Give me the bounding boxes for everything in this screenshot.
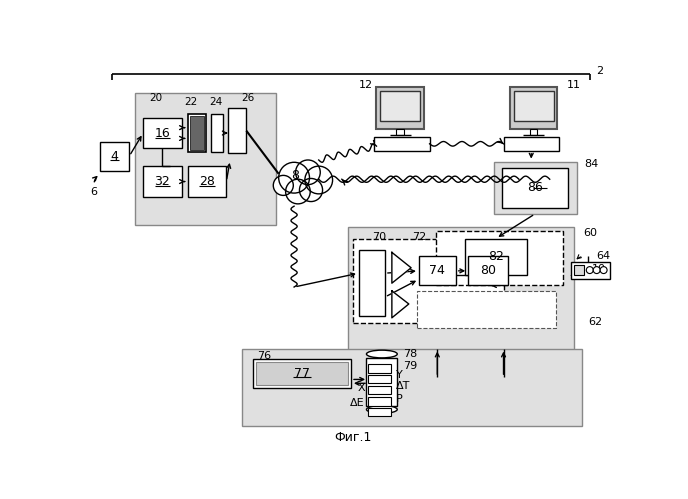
Bar: [190, 116, 204, 150]
Text: 20: 20: [149, 93, 162, 103]
Bar: [436, 231, 563, 285]
Polygon shape: [392, 291, 409, 318]
Bar: [100, 142, 129, 171]
Bar: [143, 118, 182, 148]
Text: Y: Y: [396, 370, 402, 380]
Bar: [255, 362, 348, 385]
Text: 32: 32: [155, 175, 171, 188]
Bar: [368, 364, 391, 372]
Bar: [354, 239, 504, 323]
Bar: [241, 349, 582, 426]
Text: 60: 60: [583, 228, 596, 238]
Text: ΔE: ΔE: [350, 398, 365, 408]
Bar: [493, 162, 577, 214]
Text: 8: 8: [292, 169, 299, 182]
Bar: [419, 256, 455, 285]
Circle shape: [299, 179, 323, 202]
Bar: [188, 114, 206, 152]
Text: 10: 10: [592, 264, 606, 274]
Text: 77: 77: [294, 367, 310, 380]
Bar: [504, 137, 559, 151]
Bar: [396, 129, 404, 135]
Bar: [252, 359, 351, 388]
Bar: [574, 264, 584, 275]
Text: 74: 74: [429, 264, 445, 277]
Bar: [368, 386, 391, 394]
Bar: [380, 91, 420, 121]
Bar: [513, 91, 554, 121]
Text: 76: 76: [257, 351, 271, 361]
Bar: [136, 93, 276, 226]
Bar: [367, 358, 397, 406]
Text: 82: 82: [488, 250, 504, 263]
Bar: [228, 108, 246, 153]
Bar: [376, 87, 424, 129]
Text: 64: 64: [596, 251, 610, 261]
Circle shape: [286, 179, 310, 204]
Bar: [502, 168, 568, 208]
Text: ΔT: ΔT: [396, 381, 410, 391]
Ellipse shape: [367, 350, 397, 358]
Bar: [358, 250, 385, 315]
Text: 84: 84: [584, 159, 599, 169]
Bar: [368, 408, 391, 416]
Bar: [418, 291, 556, 328]
Text: 22: 22: [184, 97, 197, 107]
Text: 6: 6: [90, 187, 98, 197]
Bar: [348, 227, 574, 377]
Bar: [571, 261, 610, 278]
Bar: [188, 166, 226, 197]
Bar: [368, 397, 391, 406]
Text: 11: 11: [567, 79, 581, 89]
Text: 80: 80: [480, 264, 496, 277]
Text: 78: 78: [403, 349, 418, 359]
Text: 79: 79: [403, 361, 418, 371]
Bar: [211, 114, 223, 152]
Text: P: P: [396, 394, 402, 404]
Text: Фиг.1: Фиг.1: [334, 431, 372, 444]
Bar: [510, 87, 557, 129]
Bar: [374, 137, 429, 151]
Circle shape: [279, 162, 310, 193]
Text: 24: 24: [209, 97, 222, 107]
Bar: [368, 375, 391, 383]
Bar: [143, 166, 182, 197]
Text: 62: 62: [588, 317, 603, 327]
Polygon shape: [392, 252, 411, 283]
Text: 12: 12: [358, 79, 373, 89]
Bar: [468, 256, 508, 285]
Circle shape: [305, 166, 332, 194]
Bar: [530, 129, 537, 135]
Ellipse shape: [367, 406, 397, 413]
Bar: [465, 239, 526, 275]
Text: 70: 70: [372, 232, 386, 242]
Text: 86: 86: [527, 181, 543, 194]
Circle shape: [600, 266, 607, 273]
Circle shape: [296, 160, 320, 185]
Text: 16: 16: [155, 127, 171, 140]
Circle shape: [273, 175, 293, 196]
Circle shape: [593, 266, 600, 273]
Text: 2: 2: [596, 66, 603, 76]
Text: 26: 26: [241, 93, 255, 103]
Text: 28: 28: [199, 175, 215, 188]
Circle shape: [586, 266, 593, 273]
Text: 72: 72: [411, 232, 426, 242]
Text: X: X: [357, 383, 365, 393]
Text: 4: 4: [111, 150, 118, 163]
